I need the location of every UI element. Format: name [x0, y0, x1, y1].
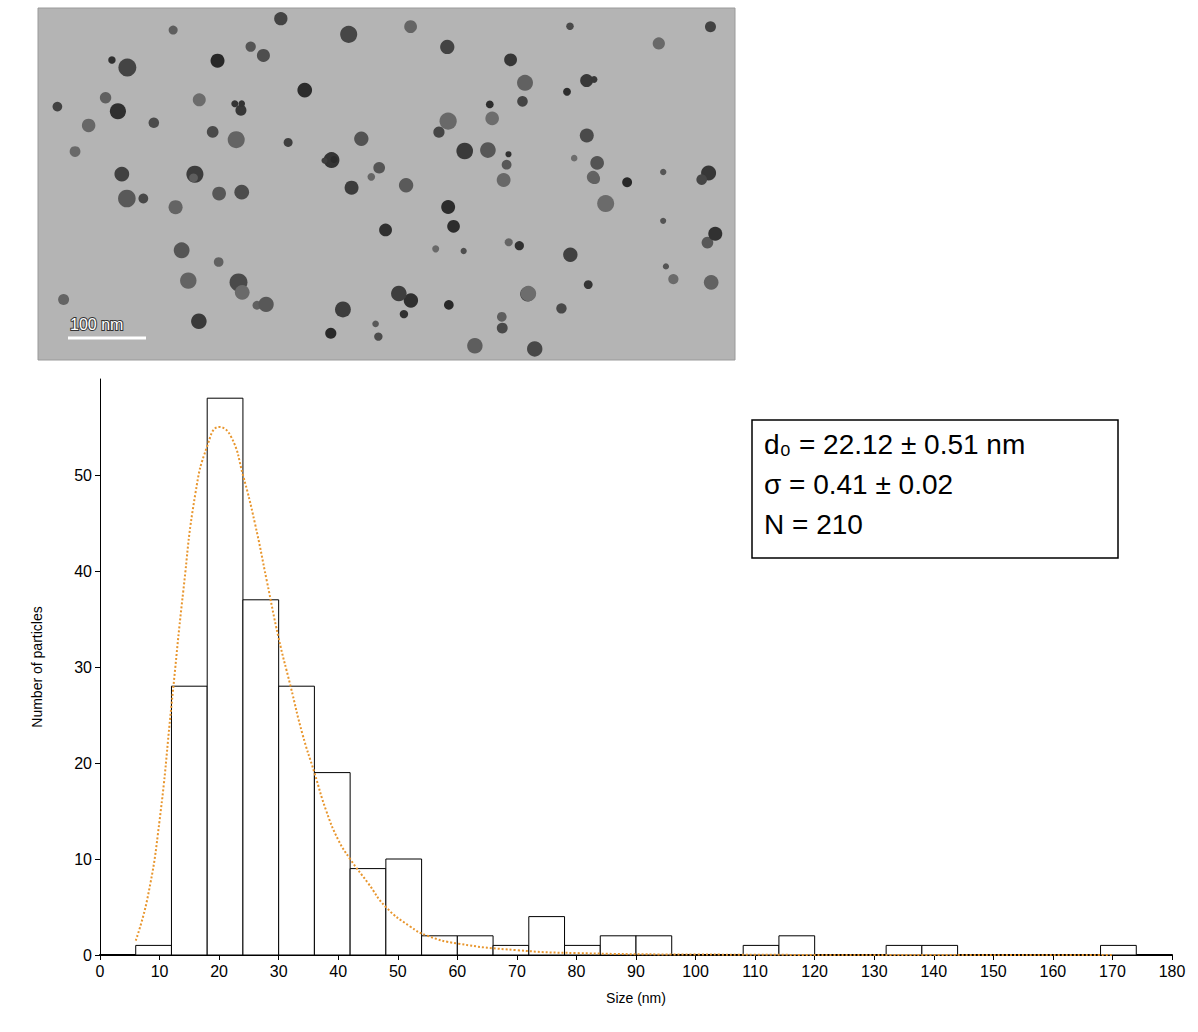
svg-text:90: 90 — [627, 963, 645, 980]
svg-text:120: 120 — [801, 963, 828, 980]
svg-text:10: 10 — [151, 963, 169, 980]
svg-text:50: 50 — [389, 963, 407, 980]
svg-text:0: 0 — [83, 947, 92, 964]
svg-text:50: 50 — [74, 467, 92, 484]
svg-text:40: 40 — [329, 963, 347, 980]
svg-text:0: 0 — [96, 963, 105, 980]
svg-text:Number of particles: Number of particles — [29, 606, 45, 727]
svg-text:30: 30 — [270, 963, 288, 980]
svg-text:80: 80 — [568, 963, 586, 980]
svg-text:Size (nm): Size (nm) — [606, 990, 666, 1006]
svg-text:130: 130 — [861, 963, 888, 980]
svg-text:10: 10 — [74, 851, 92, 868]
svg-text:100: 100 — [682, 963, 709, 980]
svg-text:60: 60 — [448, 963, 466, 980]
svg-text:170: 170 — [1099, 963, 1126, 980]
svg-text:110: 110 — [742, 963, 768, 980]
svg-text:180: 180 — [1159, 963, 1186, 980]
svg-text:140: 140 — [920, 963, 947, 980]
svg-text:d₀ = 22.12 ± 0.51 nm: d₀ = 22.12 ± 0.51 nm — [764, 429, 1025, 460]
svg-text:20: 20 — [74, 755, 92, 772]
svg-text:160: 160 — [1040, 963, 1067, 980]
svg-text:20: 20 — [210, 963, 228, 980]
svg-text:40: 40 — [74, 563, 92, 580]
svg-text:30: 30 — [74, 659, 92, 676]
svg-text:70: 70 — [508, 963, 526, 980]
svg-text:σ = 0.41 ± 0.02: σ = 0.41 ± 0.02 — [764, 469, 953, 500]
svg-text:150: 150 — [980, 963, 1007, 980]
svg-text:100 nm: 100 nm — [70, 316, 123, 333]
svg-text:N = 210: N = 210 — [764, 509, 863, 540]
